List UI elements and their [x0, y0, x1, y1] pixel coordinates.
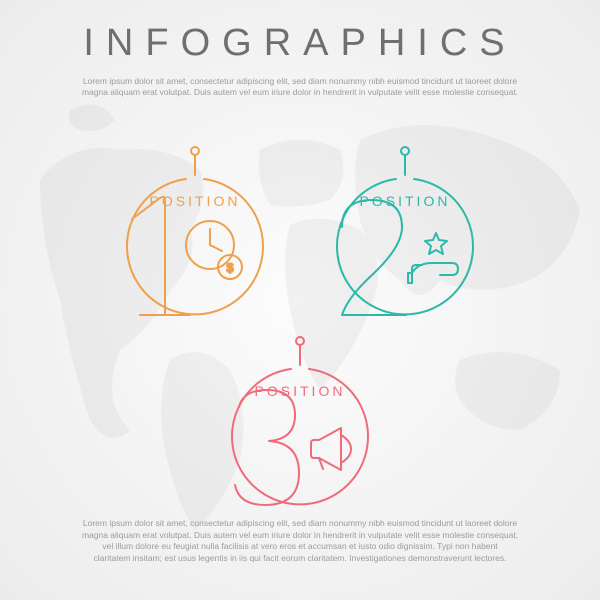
position-label: POSITION — [215, 383, 385, 399]
bottom-description-line: Lorem ipsum dolor sit amet, consectetur … — [0, 518, 600, 529]
top-description: Lorem ipsum dolor sit amet, consectetur … — [0, 76, 600, 99]
position-label: POSITION — [320, 193, 490, 209]
bottom-description: Lorem ipsum dolor sit amet, consectetur … — [0, 518, 600, 564]
bottom-description-line: claritatem insitam; est usus legentis in… — [0, 553, 600, 564]
top-description-line: Lorem ipsum dolor sit amet, consectetur … — [0, 76, 600, 87]
position-label: POSITION — [110, 193, 280, 209]
svg-text:$: $ — [227, 261, 234, 275]
bottom-description-line: magna aliquam erat volutpat. Duis autem … — [0, 530, 600, 541]
top-description-line: magna aliquam erat volutpat. Duis autem … — [0, 87, 600, 98]
position-badge-3: POSITION — [215, 335, 385, 535]
position-badge-1: $ POSITION — [110, 145, 280, 345]
position-badge-2: POSITION — [320, 145, 490, 345]
page-title: INFOGRAPHICS — [0, 22, 600, 65]
bottom-description-line: vel illum dolore eu feugiat nulla facili… — [0, 541, 600, 552]
